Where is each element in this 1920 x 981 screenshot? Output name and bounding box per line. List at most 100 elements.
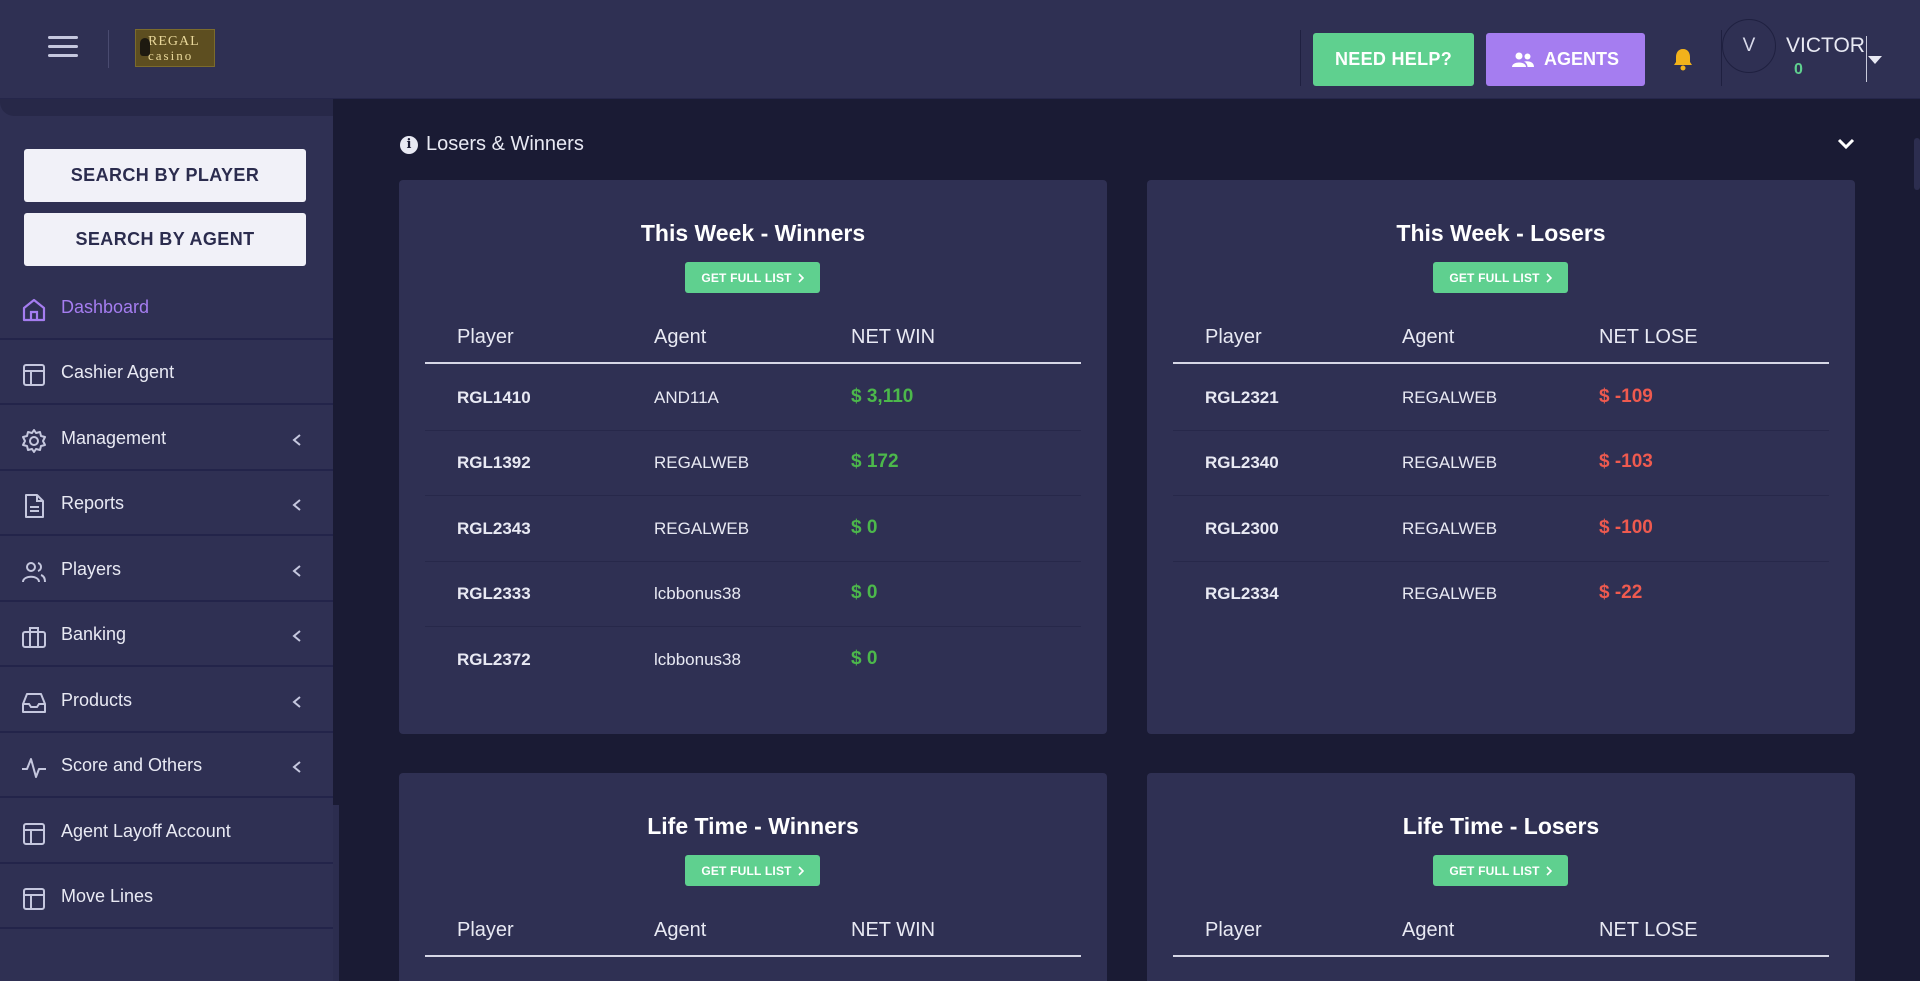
table-row[interactable]: RGL1392 REGALWEB $ 172 [425,431,1081,496]
inbox-icon [22,693,46,713]
user-menu-caret-icon[interactable] [1868,56,1882,64]
net-lose-amount: $ -22 [1599,582,1643,603]
sidebar-item-agent-layoff-account[interactable]: Agent Layoff Account [0,800,333,864]
activity-icon [22,758,46,778]
agent-id: REGALWEB [1402,453,1498,472]
table-row[interactable]: RGL2340 REGALWEB $ -103 [1173,431,1829,496]
briefcase-icon [22,627,46,648]
sidebar-edge [333,99,339,981]
table-row[interactable]: RGL2343 REGALWEB $ 0 [425,497,1081,562]
card-lifetime-losers: Life Time - Losers GET FULL LIST Player … [1147,773,1855,981]
table-header: Player Agent NET WIN [425,306,1081,364]
users-icon [22,562,46,583]
column-header-player: Player [1205,326,1262,348]
layout-icon [23,364,45,386]
agents-button[interactable]: AGENTS [1486,33,1645,86]
table-row[interactable]: RGL2372 lcbbonus38 $ 0 [425,628,1081,693]
get-full-list-button[interactable]: GET FULL LIST [1433,262,1568,293]
agent-id: REGALWEB [654,519,750,538]
player-id: RGL1410 [457,388,531,407]
sidebar-item-label: Products [61,689,133,710]
player-id: RGL2372 [457,650,531,669]
card-title: This Week - Winners [640,220,866,246]
top-header: REGAL casino NEED HELP? AGENTS V VICTOR … [0,0,1920,99]
chevron-left-icon [292,761,301,773]
sidebar-item-label: Banking [61,623,127,644]
column-header-agent: Agent [1402,919,1455,941]
sidebar-item-cashier-agent[interactable]: Cashier Agent [0,341,333,405]
chevron-right-icon [798,865,804,876]
player-id: RGL1392 [457,453,531,472]
agent-id: REGALWEB [1402,519,1498,538]
logo-line-2: casino [148,48,194,63]
document-icon [25,494,44,518]
get-full-list-button[interactable]: GET FULL LIST [1433,855,1568,886]
table-row[interactable]: RGL2300 REGALWEB $ -100 [1173,497,1829,562]
logo-line-1: REGAL [148,34,200,49]
user-balance: 0 [1794,61,1803,78]
sidebar-item-players[interactable]: Players [0,538,333,602]
column-header-player: Player [1205,919,1262,941]
layout-icon [23,888,45,910]
sidebar-item-reports[interactable]: Reports [0,472,333,536]
sidebar-item-label: Dashboard [61,296,150,317]
sidebar-item-score-and-others[interactable]: Score and Others [0,734,333,798]
sidebar-item-label: Agent Layoff Account [61,820,231,841]
search-by-agent-button[interactable]: SEARCH BY AGENT [24,213,306,266]
sidebar-scrollbar[interactable] [333,805,339,981]
need-help-button[interactable]: NEED HELP? [1313,33,1474,86]
sidebar-item-banking[interactable]: Banking [0,603,333,667]
table-row[interactable]: RGL1410 AND11A $ 3,110 [425,366,1081,431]
sidebar-item-dashboard[interactable]: Dashboard [0,276,333,340]
search-by-player-button[interactable]: SEARCH BY PLAYER [24,149,306,202]
player-id: RGL2343 [457,519,531,538]
chevron-down-icon[interactable] [1836,137,1856,151]
card-title: Life Time - Winners [647,813,859,839]
sidebar-item-products[interactable]: Products [0,669,333,733]
column-header-agent: Agent [654,326,707,348]
net-lose-amount: $ -103 [1599,451,1653,472]
net-win-amount: $ 172 [851,451,899,472]
sidebar-item-management[interactable]: Management [0,407,333,471]
card-title: Life Time - Losers [1402,813,1600,839]
table-row[interactable]: RGL2321 REGALWEB $ -109 [1173,366,1829,431]
card-title: This Week - Losers [1396,220,1606,246]
main-scrollbar[interactable] [1914,138,1920,190]
table-row[interactable]: RGL2333 lcbbonus38 $ 0 [425,562,1081,627]
sidebar-item-move-lines[interactable]: Move Lines [0,865,333,929]
chevron-left-icon [292,434,301,446]
sidebar-item-label: Cashier Agent [61,361,175,382]
sidebar-item-label: Move Lines [61,885,154,906]
section-header: i Losers & Winners [400,133,584,156]
agent-id: REGALWEB [654,453,750,472]
chevron-left-icon [292,696,301,708]
player-id: RGL2300 [1205,519,1279,538]
sidebar: SEARCH BY PLAYER SEARCH BY AGENT Dashboa… [0,99,333,981]
player-id: RGL2334 [1205,584,1279,603]
player-id: RGL2333 [457,584,531,603]
table-row[interactable]: RGL2334 REGALWEB $ -22 [1173,562,1829,627]
column-header-player: Player [457,919,514,941]
agents-button-label: AGENTS [1543,49,1619,69]
avatar[interactable]: V [1722,19,1776,73]
hamburger-menu-icon[interactable] [48,36,78,58]
agent-id: REGALWEB [1402,388,1498,407]
agent-id: AND11A [654,388,719,407]
net-win-amount: $ 3,110 [851,386,914,407]
table-header: Player Agent NET WIN [425,899,1081,957]
user-name[interactable]: VICTOR [1786,34,1865,57]
get-full-list-button[interactable]: GET FULL LIST [685,262,820,293]
net-win-amount: $ 0 [851,648,878,669]
get-full-list-button[interactable]: GET FULL LIST [685,855,820,886]
bell-icon[interactable] [1672,47,1694,71]
home-icon [22,298,46,322]
card-lifetime-winners: Life Time - Winners GET FULL LIST Player… [399,773,1107,981]
net-win-amount: $ 0 [851,582,878,603]
column-header-net-lose: NET LOSE [1599,326,1698,348]
column-header-agent: Agent [1402,326,1455,348]
player-id: RGL2340 [1205,453,1279,472]
chevron-right-icon [798,272,804,283]
agent-id: REGALWEB [1402,584,1498,603]
crest-icon [140,38,150,56]
regal-casino-logo[interactable]: REGAL casino [135,29,215,67]
